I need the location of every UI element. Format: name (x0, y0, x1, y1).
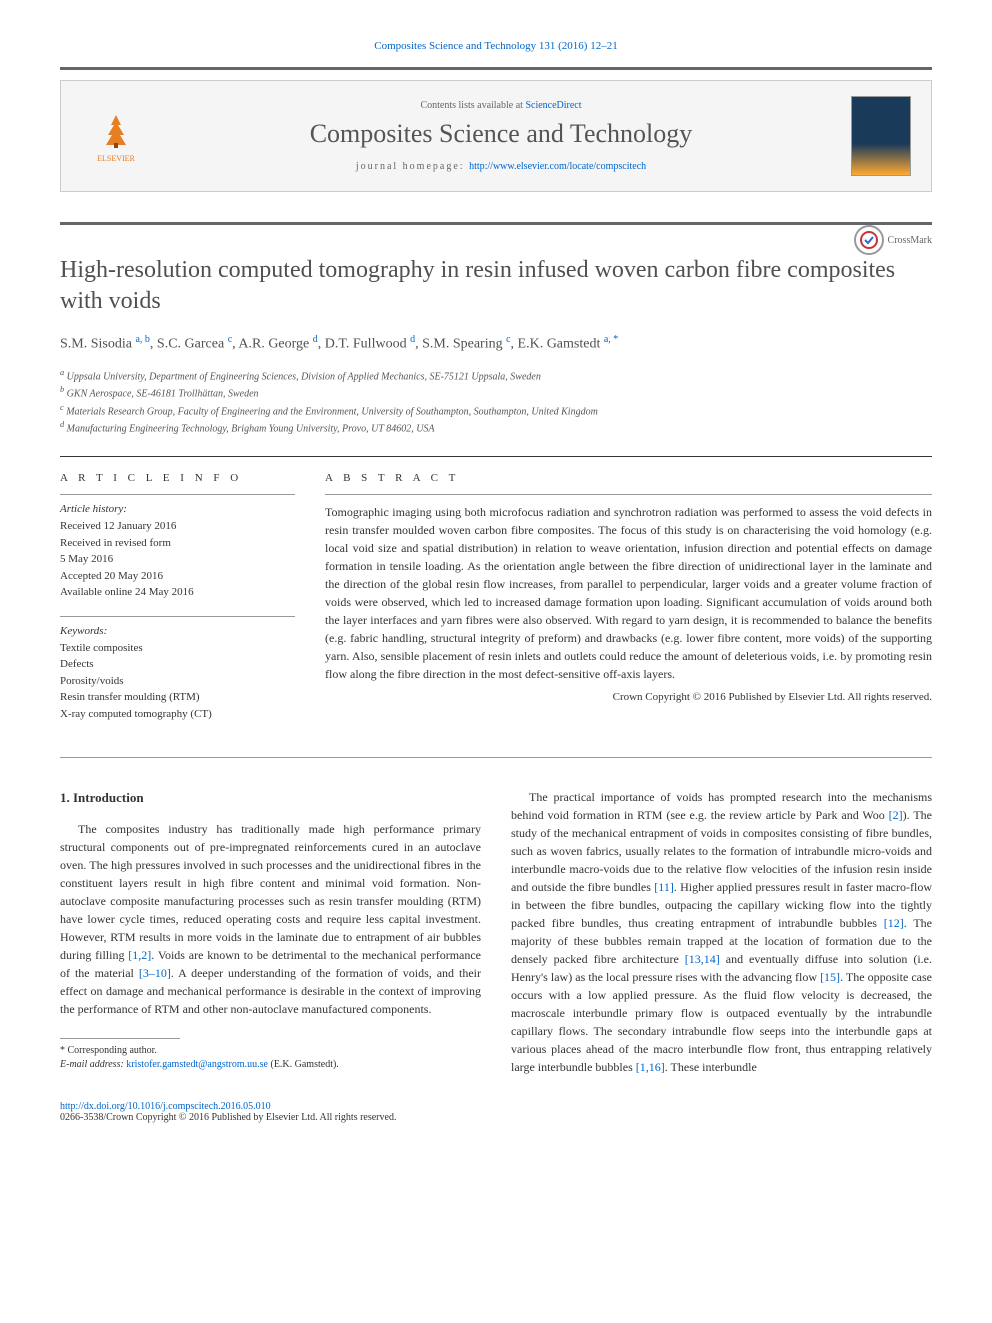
affiliations: a Uppsala University, Department of Engi… (60, 367, 932, 436)
abstract-col: A B S T R A C T Tomographic imaging usin… (325, 457, 932, 737)
page-footer: http://dx.doi.org/10.1016/j.compscitech.… (60, 1101, 932, 1123)
elsevier-logo: ELSEVIER (81, 96, 151, 176)
history-text: Received 12 January 2016Received in revi… (60, 518, 295, 601)
journal-name: Composites Science and Technology (151, 119, 851, 149)
article-history-block: Article history: Received 12 January 201… (60, 494, 295, 601)
abstract-text: Tomographic imaging using both microfocu… (325, 494, 932, 683)
elsevier-tree-icon (96, 110, 136, 150)
history-label: Article history: (60, 503, 295, 515)
email-suffix: (E.K. Gamstedt). (268, 1059, 339, 1070)
contents-prefix: Contents lists available at (420, 100, 525, 111)
header-center: Contents lists available at ScienceDirec… (151, 100, 851, 172)
bottom-rule (60, 222, 932, 225)
corresponding-author-footnote: * Corresponding author. E-mail address: … (60, 1044, 481, 1072)
crossmark-icon (854, 225, 884, 255)
intro-para-2: The practical importance of voids has pr… (511, 788, 932, 1076)
publisher-name: ELSEVIER (97, 154, 135, 163)
sciencedirect-link[interactable]: ScienceDirect (525, 100, 581, 111)
body-columns: 1. Introduction The composites industry … (60, 788, 932, 1076)
keywords-text: Textile compositesDefectsPorosity/voidsR… (60, 640, 295, 723)
author-list: S.M. Sisodia a, b, S.C. Garcea c, A.R. G… (60, 332, 932, 355)
keywords-label: Keywords: (60, 625, 295, 637)
corresponding-email-link[interactable]: kristofer.gamstedt@angstrom.uu.se (126, 1059, 268, 1070)
abstract-heading: A B S T R A C T (325, 472, 932, 484)
email-label: E-mail address: (60, 1059, 126, 1070)
intro-heading: 1. Introduction (60, 788, 481, 808)
footnote-marker: * Corresponding author. (60, 1044, 481, 1058)
journal-cover-thumb (851, 96, 911, 176)
article-title: High-resolution computed tomography in r… (60, 255, 932, 317)
homepage-prefix: journal homepage: (356, 161, 469, 172)
article-info-col: A R T I C L E I N F O Article history: R… (60, 457, 295, 737)
body-col-left: 1. Introduction The composites industry … (60, 788, 481, 1076)
section-divider (60, 757, 932, 758)
abstract-copyright: Crown Copyright © 2016 Published by Else… (325, 691, 932, 703)
keywords-block: Keywords: Textile compositesDefectsPoros… (60, 616, 295, 723)
issn-copyright: 0266-3538/Crown Copyright © 2016 Publish… (60, 1112, 932, 1123)
doi-link[interactable]: http://dx.doi.org/10.1016/j.compscitech.… (60, 1101, 271, 1112)
journal-header-box: ELSEVIER Contents lists available at Sci… (60, 80, 932, 192)
article-info-heading: A R T I C L E I N F O (60, 472, 295, 484)
top-rule (60, 67, 932, 70)
intro-para-1: The composites industry has traditionall… (60, 820, 481, 1018)
homepage-link[interactable]: http://www.elsevier.com/locate/compscite… (469, 161, 646, 172)
crossmark-label: CrossMark (888, 235, 932, 246)
journal-homepage-line: journal homepage: http://www.elsevier.co… (151, 161, 851, 172)
contents-line: Contents lists available at ScienceDirec… (151, 100, 851, 111)
body-col-right: The practical importance of voids has pr… (511, 788, 932, 1076)
citation-header: Composites Science and Technology 131 (2… (60, 40, 932, 52)
info-abstract-row: A R T I C L E I N F O Article history: R… (60, 456, 932, 737)
footnote-rule (60, 1038, 180, 1039)
crossmark-badge[interactable]: CrossMark (854, 225, 932, 255)
footnote-email-line: E-mail address: kristofer.gamstedt@angst… (60, 1058, 481, 1072)
